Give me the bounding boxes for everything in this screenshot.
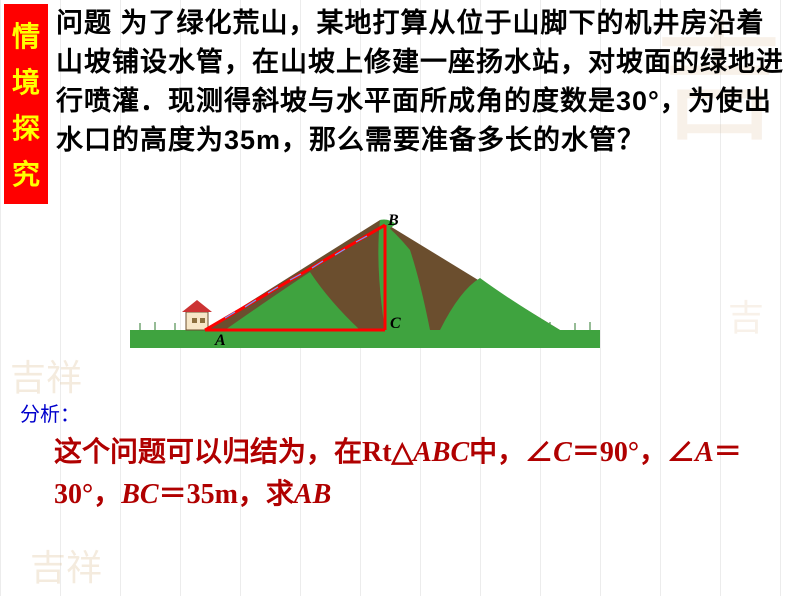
math-span: ABC xyxy=(413,437,469,468)
label-b: B xyxy=(387,212,399,229)
text-span: ＝90°，∠ xyxy=(572,437,695,468)
watermark-seal: 吉祥 xyxy=(30,550,102,586)
house-icon xyxy=(182,300,212,330)
ground xyxy=(130,330,600,348)
math-span: BC xyxy=(121,479,158,510)
sidebar-char: 探 xyxy=(12,107,40,147)
label-c: C xyxy=(390,315,401,332)
label-a: A xyxy=(214,332,226,349)
math-span: AB xyxy=(294,479,331,510)
sidebar-char: 境 xyxy=(12,61,40,101)
sidebar-pill: 情境探究 xyxy=(4,4,48,204)
text-span: 中，∠ xyxy=(469,437,553,468)
math-span: A xyxy=(695,437,714,468)
text-span: ＝35m，求 xyxy=(159,479,294,510)
mountain-diagram: A B C xyxy=(130,210,600,355)
watermark-seal: 吉 xyxy=(728,300,764,336)
problem-text: 问题 为了绿化荒山，某地打算从位于山脚下的机井房沿着山坡铺设水管，在山坡上修建一… xyxy=(56,4,786,161)
sidebar-char: 情 xyxy=(12,15,40,55)
analysis-label: 分析： xyxy=(20,398,80,427)
sidebar-char: 究 xyxy=(12,153,40,193)
math-span: C xyxy=(553,437,572,468)
text-span: 这个问题可以归结为，在Rt△ xyxy=(54,437,413,468)
watermark-seal: 吉祥 xyxy=(10,360,82,396)
analysis-text: 这个问题可以归结为，在Rt△ABC中，∠C＝90°，∠A＝30°，BC＝35m，… xyxy=(54,432,754,516)
